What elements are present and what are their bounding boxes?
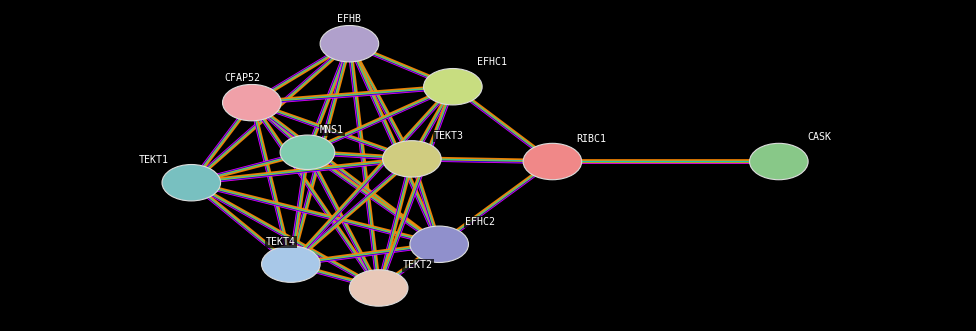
Ellipse shape <box>523 143 582 180</box>
Text: TEKT3: TEKT3 <box>434 131 464 141</box>
Text: EFHB: EFHB <box>338 14 361 24</box>
Ellipse shape <box>280 135 335 169</box>
Ellipse shape <box>383 141 441 177</box>
Ellipse shape <box>424 69 482 105</box>
Text: TEKT2: TEKT2 <box>403 260 432 270</box>
Text: CASK: CASK <box>808 132 832 142</box>
Text: TEKT1: TEKT1 <box>140 155 169 165</box>
Ellipse shape <box>320 25 379 62</box>
Ellipse shape <box>349 270 408 306</box>
Ellipse shape <box>162 165 221 201</box>
Ellipse shape <box>223 84 281 121</box>
Ellipse shape <box>410 226 468 262</box>
Ellipse shape <box>750 143 808 180</box>
Ellipse shape <box>262 246 320 282</box>
Text: TEKT4: TEKT4 <box>266 237 296 247</box>
Text: EFHC1: EFHC1 <box>477 57 507 67</box>
Text: CFAP52: CFAP52 <box>224 73 260 83</box>
Text: MNS1: MNS1 <box>320 125 344 135</box>
Text: EFHC2: EFHC2 <box>466 217 495 227</box>
Text: RIBC1: RIBC1 <box>577 134 606 144</box>
